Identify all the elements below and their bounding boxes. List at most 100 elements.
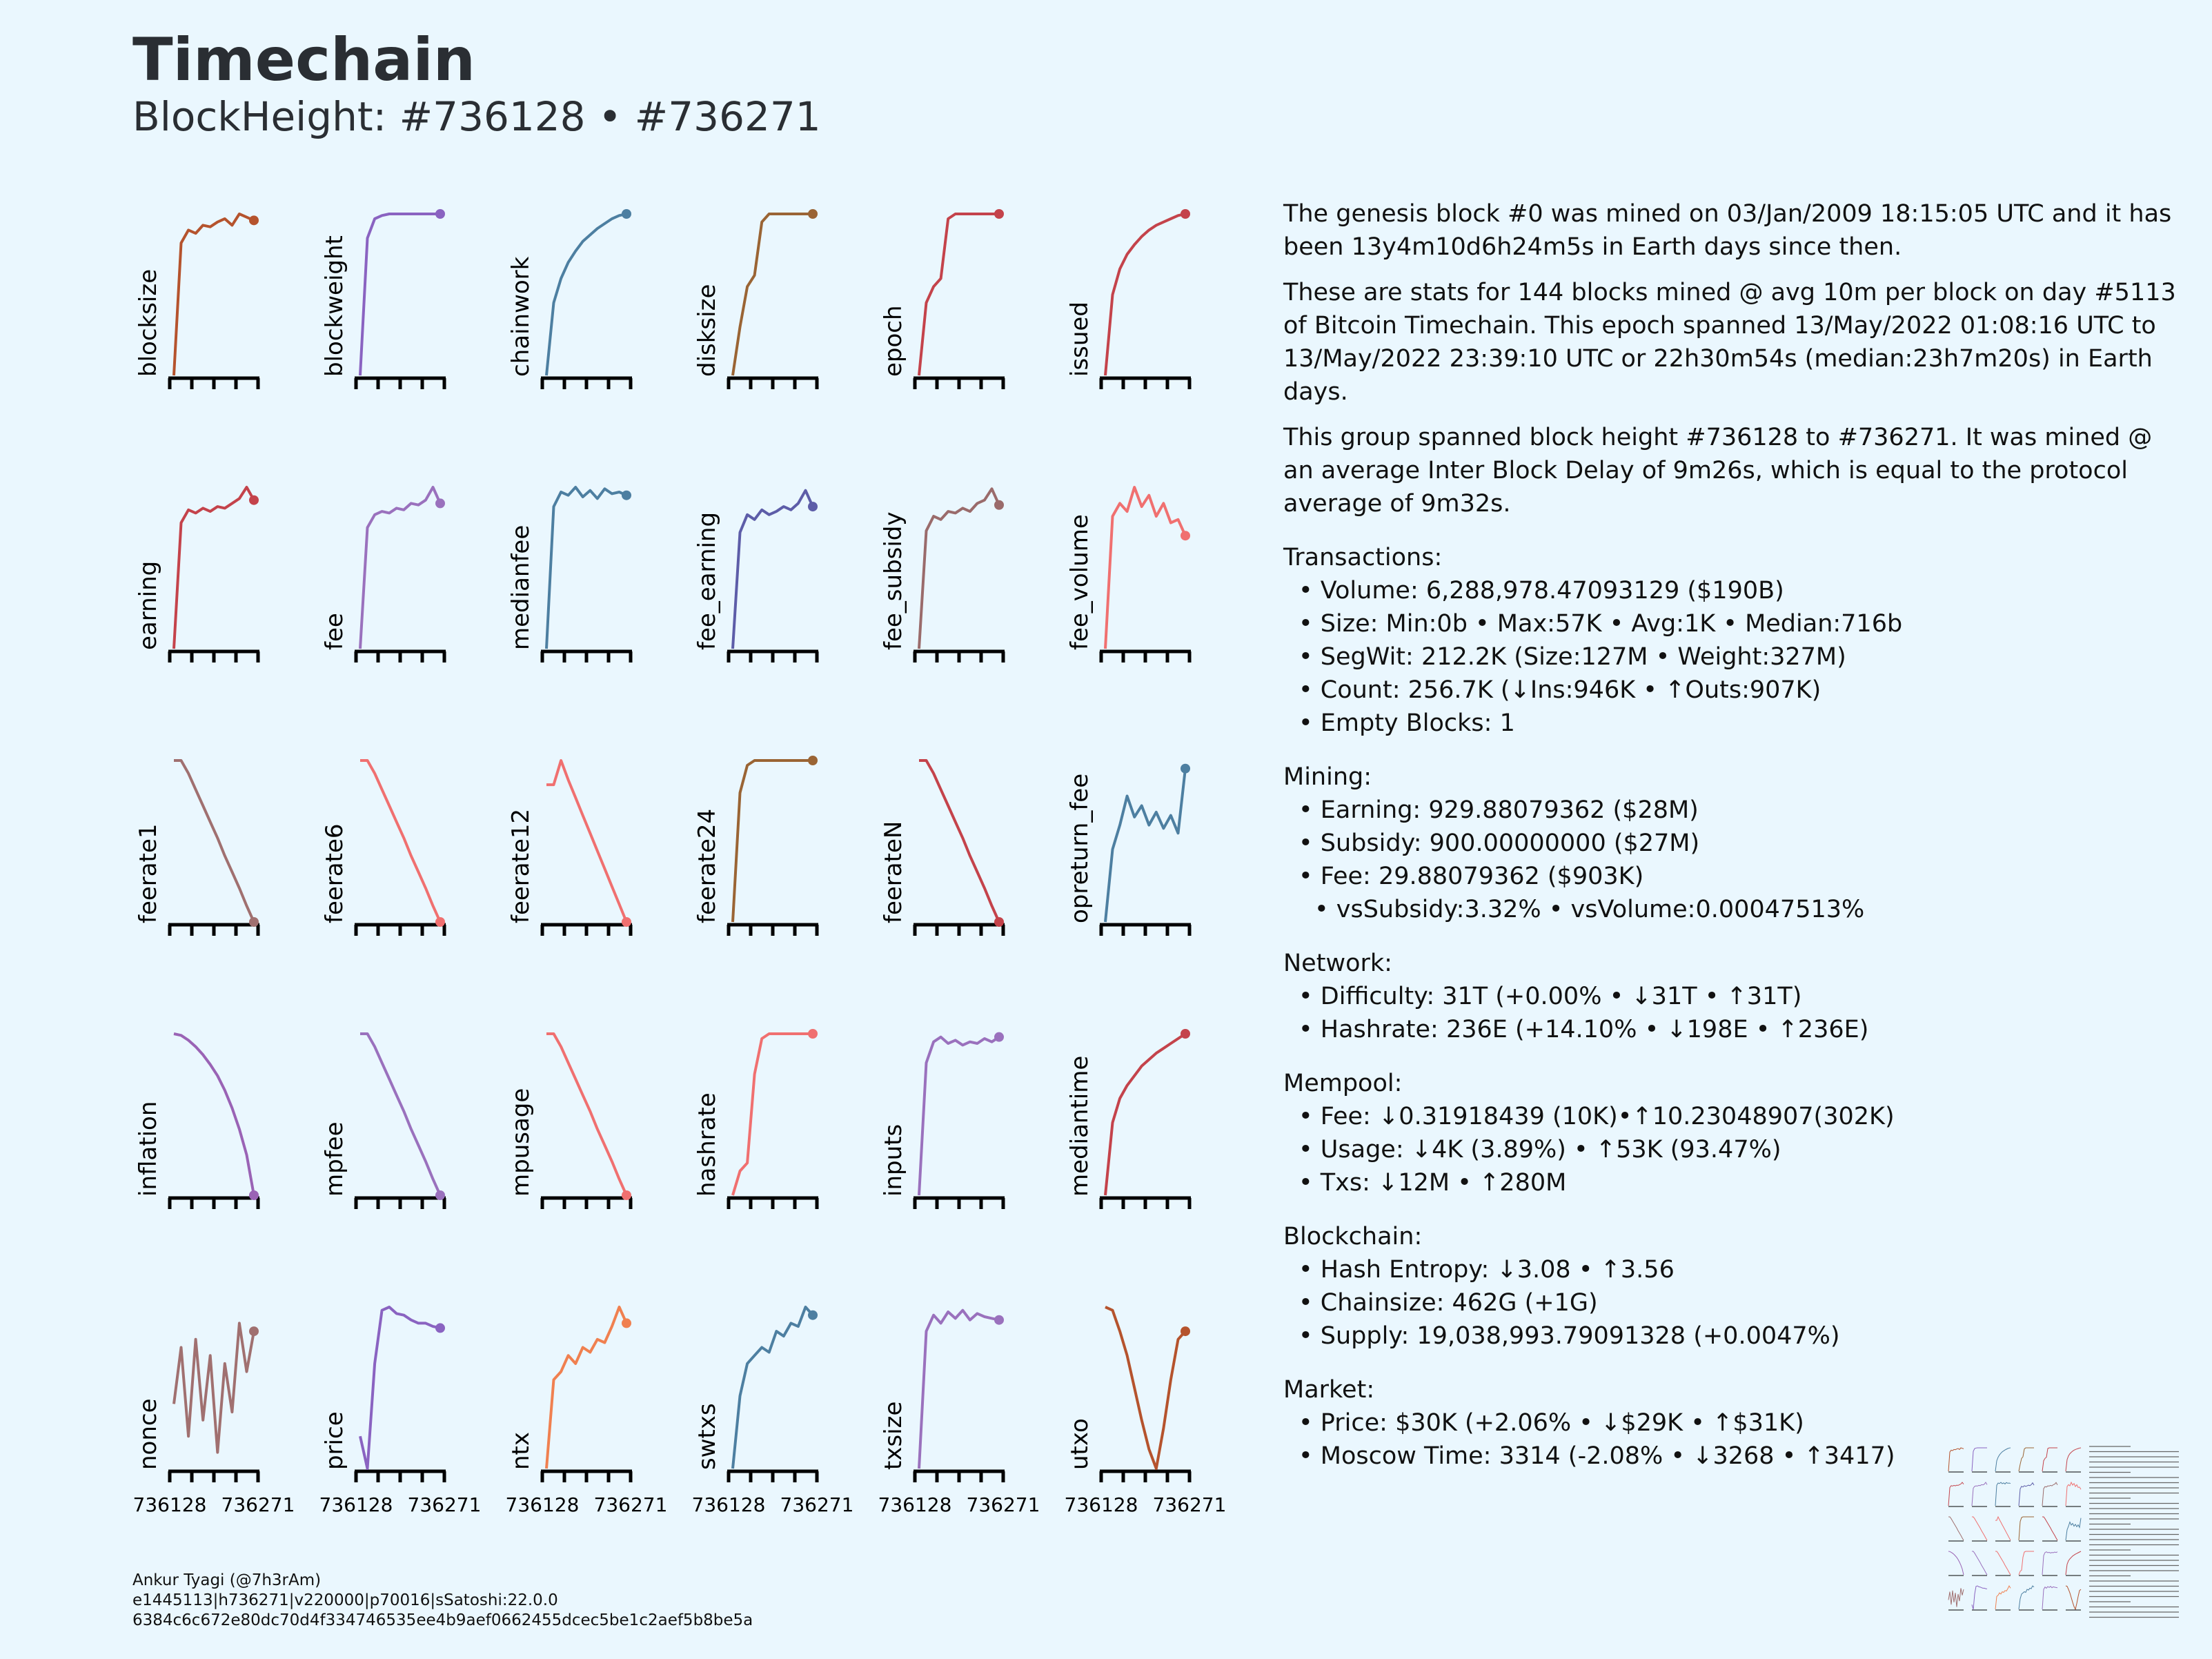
thumbnail-series <box>2065 1551 2082 1575</box>
thumbnail-preview-image <box>1936 1426 2194 1630</box>
mempool-section: Mempool: • Fee: ↓0.31918439 (10K)•↑10.23… <box>1283 1067 2180 1199</box>
series-line-inputs <box>918 1035 1000 1196</box>
series-line-price <box>359 1306 441 1470</box>
series-line-earning <box>172 486 255 649</box>
series-line-opreturn_fee <box>1104 768 1187 923</box>
chart-panel-epoch: epoch <box>880 209 1005 389</box>
series-line-utxo <box>1105 1306 1187 1470</box>
series-endpoint-hashrate <box>808 1029 818 1039</box>
chart-panel-mediantime: mediantime <box>1066 1029 1192 1209</box>
stat-item: • Fee: ↓0.31918439 (10K)•↑10.23048907(30… <box>1298 1103 1895 1130</box>
series-line-feerate1 <box>174 759 255 923</box>
panel-label-disksize: disksize <box>693 284 721 377</box>
stats-paragraph: These are stats for 144 blocks mined @ a… <box>1283 279 2176 406</box>
thumbnail-series <box>2065 1585 2082 1611</box>
footer-author: Ankur Tyagi (@7h3rAm) <box>132 1571 322 1589</box>
series-endpoint-mpusage <box>622 1190 631 1200</box>
panel-label-utxo: utxo <box>1066 1418 1094 1470</box>
series-endpoint-earning <box>249 495 259 505</box>
panel-label-price: price <box>321 1411 348 1470</box>
x-tick-label-start: 736128 <box>133 1493 207 1516</box>
x-tick-label-start: 736128 <box>692 1493 766 1516</box>
stat-item: • Fee: 29.88079362 ($903K) <box>1298 863 1644 890</box>
stat-item: • Size: Min:0b • Max:57K • Avg:1K • Medi… <box>1298 610 1903 638</box>
x-tick-label-end: 736271 <box>408 1493 482 1516</box>
panel-label-epoch: epoch <box>880 305 907 377</box>
thumbnail-series <box>1972 1551 1988 1575</box>
panel-label-medianfee: medianfee <box>507 525 535 650</box>
series-line-mediantime <box>1104 1032 1187 1196</box>
chart-panel-price: price 736128 736271 <box>319 1306 482 1516</box>
chart-panel-feerateN: feerateN <box>880 759 1005 936</box>
section-title: Transactions: <box>1283 544 1443 571</box>
series-endpoint-price <box>435 1323 445 1333</box>
series-endpoint-feerate24 <box>808 756 818 765</box>
series-endpoint-feerate6 <box>435 917 445 927</box>
series-line-swtxs <box>731 1306 814 1469</box>
chart-panel-earning: earning <box>135 486 260 662</box>
panel-label-txsize: txsize <box>880 1402 907 1470</box>
blockchain-section: Blockchain: • Hash Entropy: ↓3.08 • ↑3.5… <box>1283 1220 2180 1353</box>
chart-panel-inputs: inputs <box>880 1032 1005 1209</box>
thumbnail-series <box>1971 1585 1988 1610</box>
panel-label-feerateN: feerateN <box>880 821 907 923</box>
page-subtitle: BlockHeight: #736128 • #736271 <box>132 93 821 140</box>
panel-label-hashrate: hashrate <box>693 1092 721 1197</box>
thumbnail-series <box>1995 1551 2011 1575</box>
panel-label-fee_subsidy: fee_subsidy <box>880 511 907 650</box>
x-tick-label-start: 736128 <box>1065 1493 1138 1516</box>
transactions-section: Transactions: • Volume: 6,288,978.470931… <box>1283 541 2180 740</box>
footer: Ankur Tyagi (@7h3rAm) e1445113|h736271|v… <box>132 1571 753 1631</box>
series-line-fee_volume <box>1104 486 1187 649</box>
thumbnail-series <box>1948 1482 1964 1506</box>
market-section: Market: • Price: $30K (+2.06% • ↓$29K • … <box>1283 1373 2180 1473</box>
thumbnail-series <box>1948 1516 1964 1541</box>
series-endpoint-opreturn_fee <box>1181 763 1190 774</box>
stat-item: • Usage: ↓4K (3.89%) • ↑53K (93.47%) <box>1298 1136 1781 1164</box>
series-line-fee <box>359 486 442 649</box>
panel-label-issued: issued <box>1066 302 1094 377</box>
series-line-hashrate <box>731 1032 813 1196</box>
chart-panel-blockweight: blockweight <box>321 209 446 389</box>
thumbnail-series <box>1995 1482 2011 1506</box>
thumbnail-series <box>1995 1515 2011 1541</box>
series-line-feerateN <box>919 759 1000 923</box>
series-endpoint-mediantime <box>1181 1029 1190 1039</box>
section-title: Network: <box>1283 950 1392 977</box>
panel-label-earning: earning <box>135 561 162 650</box>
chart-panel-swtxs: swtxs 736128 736271 <box>692 1306 853 1516</box>
x-tick-label-end: 736271 <box>594 1493 668 1516</box>
chart-panel-nonce: nonce 736128 736271 <box>133 1322 295 1516</box>
panel-label-blocksize: blocksize <box>135 269 162 377</box>
panel-label-opreturn_fee: opreturn_fee <box>1066 774 1094 923</box>
thumbnail-series <box>2065 1481 2082 1506</box>
network-section: Network: • Difficulty: 31T (+0.00% • ↓31… <box>1283 947 2180 1046</box>
panel-label-fee: fee <box>321 613 348 650</box>
series-line-blockweight <box>359 213 440 376</box>
series-endpoint-disksize <box>808 209 818 219</box>
chart-panel-blocksize: blocksize <box>135 213 260 389</box>
thumbnail-series <box>1972 1516 1988 1541</box>
series-line-feerate6 <box>360 759 442 923</box>
chart-panel-feerate1: feerate1 <box>135 759 260 936</box>
series-endpoint-issued <box>1181 209 1190 219</box>
series-endpoint-utxo <box>1181 1326 1190 1337</box>
chart-panel-medianfee: medianfee <box>507 486 633 662</box>
series-endpoint-mpfee <box>435 1190 445 1200</box>
thumbnail-series <box>2042 1482 2058 1506</box>
chart-grid: blocksize blockweight chainwork disksize epo… <box>133 209 1226 1516</box>
chart-panel-ntx: ntx 736128 736271 <box>506 1306 668 1516</box>
x-tick-label-end: 736271 <box>221 1493 295 1516</box>
stats-paragraph: The genesis block #0 was mined on 03/Jan… <box>1283 200 2172 261</box>
series-endpoint-swtxs <box>808 1310 818 1320</box>
chart-panel-feerate24: feerate24 <box>693 756 819 936</box>
panel-label-feerate6: feerate6 <box>321 824 348 924</box>
series-line-mpusage <box>546 1032 628 1196</box>
series-endpoint-blocksize <box>249 215 259 226</box>
x-tick-label-start: 736128 <box>878 1493 952 1516</box>
chart-panel-mpusage: mpusage <box>507 1032 633 1209</box>
footer-meta: e1445113|h736271|v220000|p70016|sSatoshi… <box>132 1591 558 1609</box>
series-line-disksize <box>731 213 813 376</box>
chart-panel-fee: fee <box>321 486 446 662</box>
series-endpoint-ntx <box>622 1318 631 1328</box>
